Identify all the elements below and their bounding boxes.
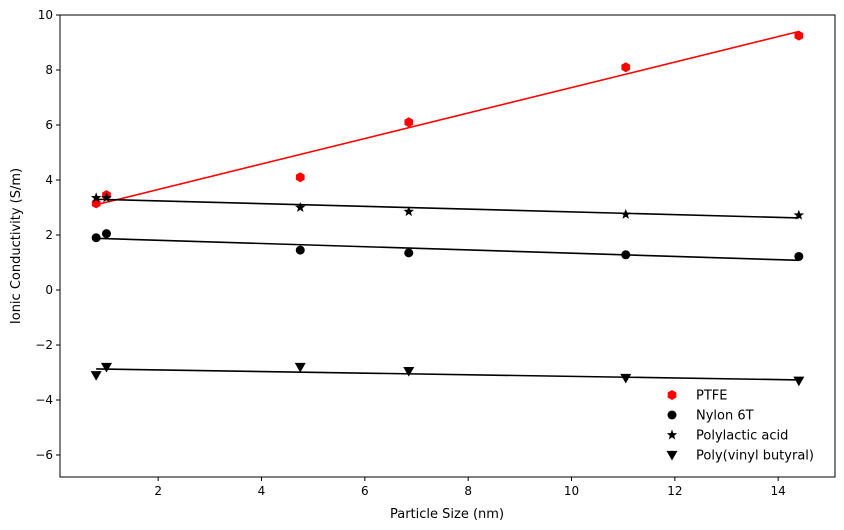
fit-line-poly-vinyl-butyral [96, 368, 799, 381]
y-tick-label: 0 [45, 283, 53, 297]
data-point [793, 209, 805, 220]
plot-area [60, 15, 835, 477]
data-point [90, 371, 102, 381]
legend-item: PTFE [667, 389, 727, 404]
fit-line-polylactic-acid [96, 198, 799, 219]
legend-label: PTFE [696, 389, 727, 404]
x-tick-label: 12 [667, 484, 682, 498]
data-point [621, 62, 631, 73]
legend-marker [666, 429, 678, 440]
legend-item: Polylactic acid [666, 429, 788, 444]
x-tick-label: 2 [154, 484, 162, 498]
x-axis-ticks: 2 4 6 8 10 12 14 [154, 477, 786, 498]
legend-marker [666, 450, 678, 461]
y-tick-label: −6 [35, 448, 53, 462]
data-point [101, 192, 112, 203]
legend-item: Poly(vinyl butyral) [666, 449, 814, 464]
data-point [404, 248, 414, 258]
y-axis-label: Ionic Conductivity (S/m) [9, 168, 24, 324]
legend-label: Poly(vinyl butyral) [696, 449, 814, 464]
data-point [620, 373, 632, 384]
legend-item: Nylon 6T [667, 409, 754, 424]
data-point [621, 250, 631, 260]
y-tick-label: 10 [38, 8, 53, 22]
data-point [794, 30, 804, 41]
fit-lines [95, 30, 800, 381]
y-tick-label: 6 [45, 118, 53, 132]
legend-marker [667, 390, 677, 400]
legend-label: Nylon 6T [696, 409, 754, 424]
data-point [793, 376, 805, 387]
y-tick-label: 4 [45, 173, 53, 187]
y-tick-label: 2 [45, 228, 53, 242]
legend-label: Polylactic acid [696, 429, 788, 444]
data-point [294, 362, 306, 373]
y-tick-label: −4 [35, 393, 53, 407]
data-point [403, 367, 415, 377]
legend-marker [667, 410, 677, 420]
data-point [90, 192, 102, 203]
x-axis-label: Particle Size (nm) [390, 507, 504, 522]
x-tick-label: 4 [258, 484, 266, 498]
data-point [91, 233, 101, 243]
data-point [794, 251, 804, 261]
y-tick-label: −2 [35, 338, 53, 352]
y-axis-ticks: −6 −4 −2 0 2 4 6 8 10 [35, 8, 60, 462]
x-tick-label: 8 [464, 484, 472, 498]
data-points [90, 30, 805, 387]
data-point [295, 202, 306, 212]
y-tick-label: 8 [45, 63, 53, 77]
data-point [295, 245, 305, 255]
x-tick-label: 10 [564, 484, 579, 498]
fit-line-ptfe [95, 30, 800, 206]
data-point [403, 206, 414, 217]
data-point [101, 362, 112, 373]
legend: PTFE Nylon 6T Polylactic acid Poly(vinyl bu… [666, 389, 814, 464]
data-point [295, 172, 305, 183]
x-tick-label: 6 [361, 484, 369, 498]
data-point [102, 229, 111, 239]
fit-line-nylon-6t [96, 237, 799, 262]
plot-frame [59, 14, 836, 478]
x-tick-label: 14 [771, 484, 786, 498]
data-point [620, 208, 631, 219]
data-point [404, 117, 414, 128]
